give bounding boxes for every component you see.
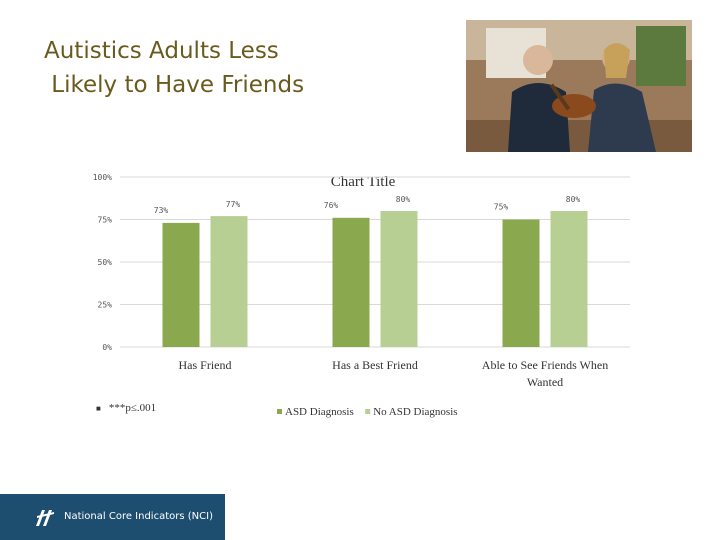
y-tick-label: 50% xyxy=(98,258,113,267)
slide-title-line-2: Likely to Have Friends xyxy=(44,72,305,98)
legend-label: No ASD Diagnosis xyxy=(373,406,457,418)
y-tick-label: 0% xyxy=(102,343,112,352)
data-label: 80% xyxy=(566,195,581,204)
legend-swatch xyxy=(277,409,282,414)
data-label: 75% xyxy=(494,203,509,212)
nci-logo-icon xyxy=(36,510,54,526)
footnote-text: ***p≤.001 xyxy=(108,402,157,414)
photo-two-men-guitar xyxy=(466,20,692,152)
legend-label: ASD Diagnosis xyxy=(285,406,354,418)
bar xyxy=(332,217,370,347)
data-label: 76% xyxy=(324,201,339,210)
footnote: ■ ***p≤.001 xyxy=(96,402,156,414)
x-category-label: Has a Best Friend xyxy=(332,358,418,372)
bar xyxy=(210,216,248,347)
y-tick-label: 75% xyxy=(98,216,113,225)
bullet-icon: ■ xyxy=(96,403,101,413)
chart-title: Chart Title xyxy=(331,174,396,190)
data-label: 77% xyxy=(226,200,241,209)
bar xyxy=(380,211,418,347)
bar xyxy=(502,219,540,347)
bar-chart: Chart Title 0% 25% 50% 75% 100% 73% 77% Has Fri… xyxy=(93,173,630,418)
footer-bar: National Core Indicators (NCI) xyxy=(0,494,225,540)
bar xyxy=(550,211,588,347)
footer-label: National Core Indicators (NCI) xyxy=(64,511,213,522)
y-tick-label: 25% xyxy=(98,301,113,310)
data-label: 73% xyxy=(154,206,169,215)
data-label: 80% xyxy=(396,195,411,204)
bar xyxy=(162,222,200,347)
x-category-label: Has Friend xyxy=(179,358,232,372)
slide-title-line-1: Autistics Adults Less xyxy=(44,38,279,64)
y-tick-label: 100% xyxy=(93,173,112,182)
legend-swatch xyxy=(365,409,371,414)
x-category-label: Able to See Friends When Wanted xyxy=(482,358,608,389)
slide-title: Autistics Adults Less Likely to Have Fri… xyxy=(44,34,444,102)
